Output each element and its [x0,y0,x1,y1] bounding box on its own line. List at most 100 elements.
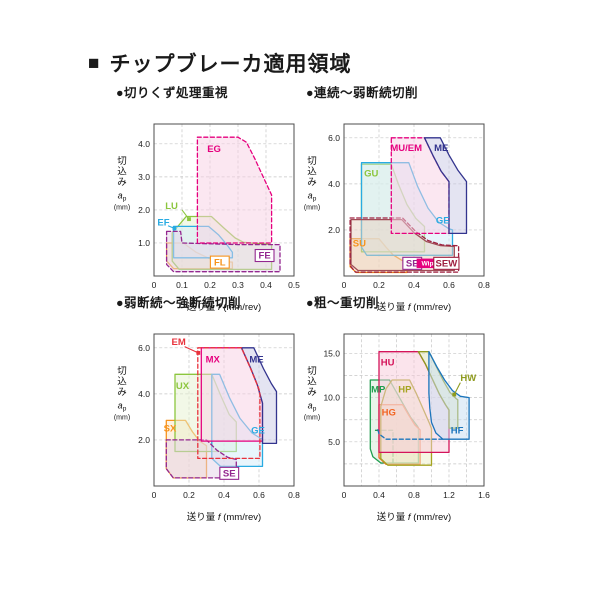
plot-canvas-continuous: 0 0.2 0.4 0.6 0.8 2.0 4.0 6.0 送り量 f (mm/rev) 切込みa… [304,123,490,313]
svg-text:み: み [307,387,317,398]
svg-text:み: み [117,177,127,188]
svg-text:HF: HF [451,425,464,436]
svg-text:0.8: 0.8 [478,280,490,290]
svg-text:切: 切 [307,366,317,377]
svg-text:0.4: 0.4 [260,280,272,290]
svg-text:0.6: 0.6 [253,490,265,500]
svg-text:6.0: 6.0 [138,343,150,353]
svg-text:み: み [307,177,317,188]
svg-text:0.4: 0.4 [373,490,385,500]
svg-text:EF: EF [157,217,169,228]
svg-text:HP: HP [398,385,412,396]
title-square-icon: ■ [88,52,101,74]
svg-text:0.8: 0.8 [408,490,420,500]
svg-text:HG: HG [382,408,396,419]
svg-text:送り量 f (mm/rev): 送り量 f (mm/rev) [187,301,261,313]
svg-text:送り量 f (mm/rev): 送り量 f (mm/rev) [377,301,451,313]
svg-text:5.0: 5.0 [328,437,340,447]
svg-text:SU: SU [353,238,366,249]
svg-text:切: 切 [117,366,127,377]
svg-text:HW: HW [460,373,476,384]
svg-text:6.0: 6.0 [328,133,340,143]
svg-text:ap: ap [308,401,317,413]
svg-text:(mm): (mm) [304,205,320,212]
svg-text:EG: EG [207,144,221,155]
svg-text:10.0: 10.0 [323,393,340,403]
svg-text:込: 込 [117,377,127,388]
svg-text:2.0: 2.0 [138,435,150,445]
svg-text:SE: SE [223,469,236,480]
svg-text:GU: GU [364,169,378,180]
svg-text:0.2: 0.2 [204,280,216,290]
svg-text:切: 切 [117,156,127,167]
svg-text:0: 0 [342,490,347,500]
svg-text:切: 切 [307,156,317,167]
svg-text:1.2: 1.2 [443,490,455,500]
svg-text:0.1: 0.1 [176,280,188,290]
svg-text:Wiper: Wiper [421,261,440,268]
svg-text:1.6: 1.6 [478,490,490,500]
svg-text:FE: FE [259,251,271,262]
svg-text:MU/EM: MU/EM [390,143,422,154]
chart-chip-disposal: ●切りくず処理重視 0 0.1 0.2 0.3 0.4 0.5 1.0 2.0 3.0 4.0 送り… [96,82,308,314]
plot-canvas-interrupted: 0 0.2 0.4 0.6 0.8 2.0 4.0 6.0 送り量 f (mm/rev) 切込みa… [114,333,300,523]
svg-text:4.0: 4.0 [328,179,340,189]
svg-text:EM: EM [172,337,186,348]
svg-text:送り量 f (mm/rev): 送り量 f (mm/rev) [187,511,261,523]
svg-text:0.5: 0.5 [288,280,300,290]
chart-light-heavy-interrupted: ●弱断続〜強断続切削 0 0.2 0.4 0.6 0.8 2.0 4.0 6.0 送り量 f (… [96,292,308,524]
svg-text:SEW: SEW [436,259,458,270]
svg-text:1.0: 1.0 [138,238,150,248]
page-title: ■ チップブレーカ適用領域 [88,48,351,78]
svg-text:ap: ap [118,401,127,413]
svg-text:0: 0 [152,280,157,290]
svg-text:込: 込 [307,167,317,178]
svg-text:み: み [117,387,127,398]
chart-subtitle: ●連続〜弱断続切削 [306,86,419,100]
svg-text:(mm): (mm) [114,205,130,212]
svg-text:0: 0 [342,280,347,290]
svg-text:GE: GE [251,426,265,437]
svg-text:ME: ME [434,143,448,154]
chart-rough-heavy: ●粗〜重切削 0 0.4 0.8 1.2 1.6 5.0 10.0 15.0 送り量 f (mm… [286,292,498,524]
svg-text:MX: MX [206,354,221,365]
svg-text:ME: ME [249,354,263,365]
svg-text:FL: FL [214,257,226,268]
svg-text:0: 0 [152,490,157,500]
svg-text:込: 込 [117,167,127,178]
chart-continuous-light-interrupted: ●連続〜弱断続切削 0 0.2 0.4 0.6 0.8 2.0 4.0 6.0 送り量 f (m… [286,82,498,314]
plot-canvas-rough-heavy: 0 0.4 0.8 1.2 1.6 5.0 10.0 15.0 送り量 f (mm/rev) 切込… [304,333,490,523]
svg-text:UX: UX [176,381,190,392]
svg-text:4.0: 4.0 [138,139,150,149]
svg-text:0.3: 0.3 [232,280,244,290]
svg-text:0.2: 0.2 [373,280,385,290]
svg-text:0.2: 0.2 [183,490,195,500]
svg-text:LU: LU [165,201,178,212]
svg-text:3.0: 3.0 [138,172,150,182]
plot-canvas-chip-disposal: 0 0.1 0.2 0.3 0.4 0.5 1.0 2.0 3.0 4.0 送り量 f (mm/re… [114,123,300,313]
svg-text:SX: SX [164,423,177,434]
svg-text:4.0: 4.0 [138,389,150,399]
svg-text:HU: HU [381,357,395,368]
svg-text:0.4: 0.4 [218,490,230,500]
chart-subtitle: ●切りくず処理重視 [116,86,229,100]
chart-subtitle: ●弱断続〜強断続切削 [116,296,242,310]
svg-text:0.4: 0.4 [408,280,420,290]
svg-text:(mm): (mm) [114,415,130,422]
svg-text:15.0: 15.0 [323,348,340,358]
svg-text:0.8: 0.8 [288,490,300,500]
page-title-text: チップブレーカ適用領域 [109,53,352,76]
svg-text:送り量 f (mm/rev): 送り量 f (mm/rev) [377,511,451,523]
svg-text:込: 込 [307,377,317,388]
svg-text:ap: ap [308,191,317,203]
svg-text:ap: ap [118,191,127,203]
svg-text:0.6: 0.6 [443,280,455,290]
svg-text:MP: MP [371,385,386,396]
svg-text:GE: GE [436,215,450,226]
svg-text:SE: SE [406,259,419,270]
svg-text:2.0: 2.0 [328,225,340,235]
chart-subtitle: ●粗〜重切削 [306,296,380,310]
svg-text:(mm): (mm) [304,415,320,422]
svg-text:2.0: 2.0 [138,205,150,215]
